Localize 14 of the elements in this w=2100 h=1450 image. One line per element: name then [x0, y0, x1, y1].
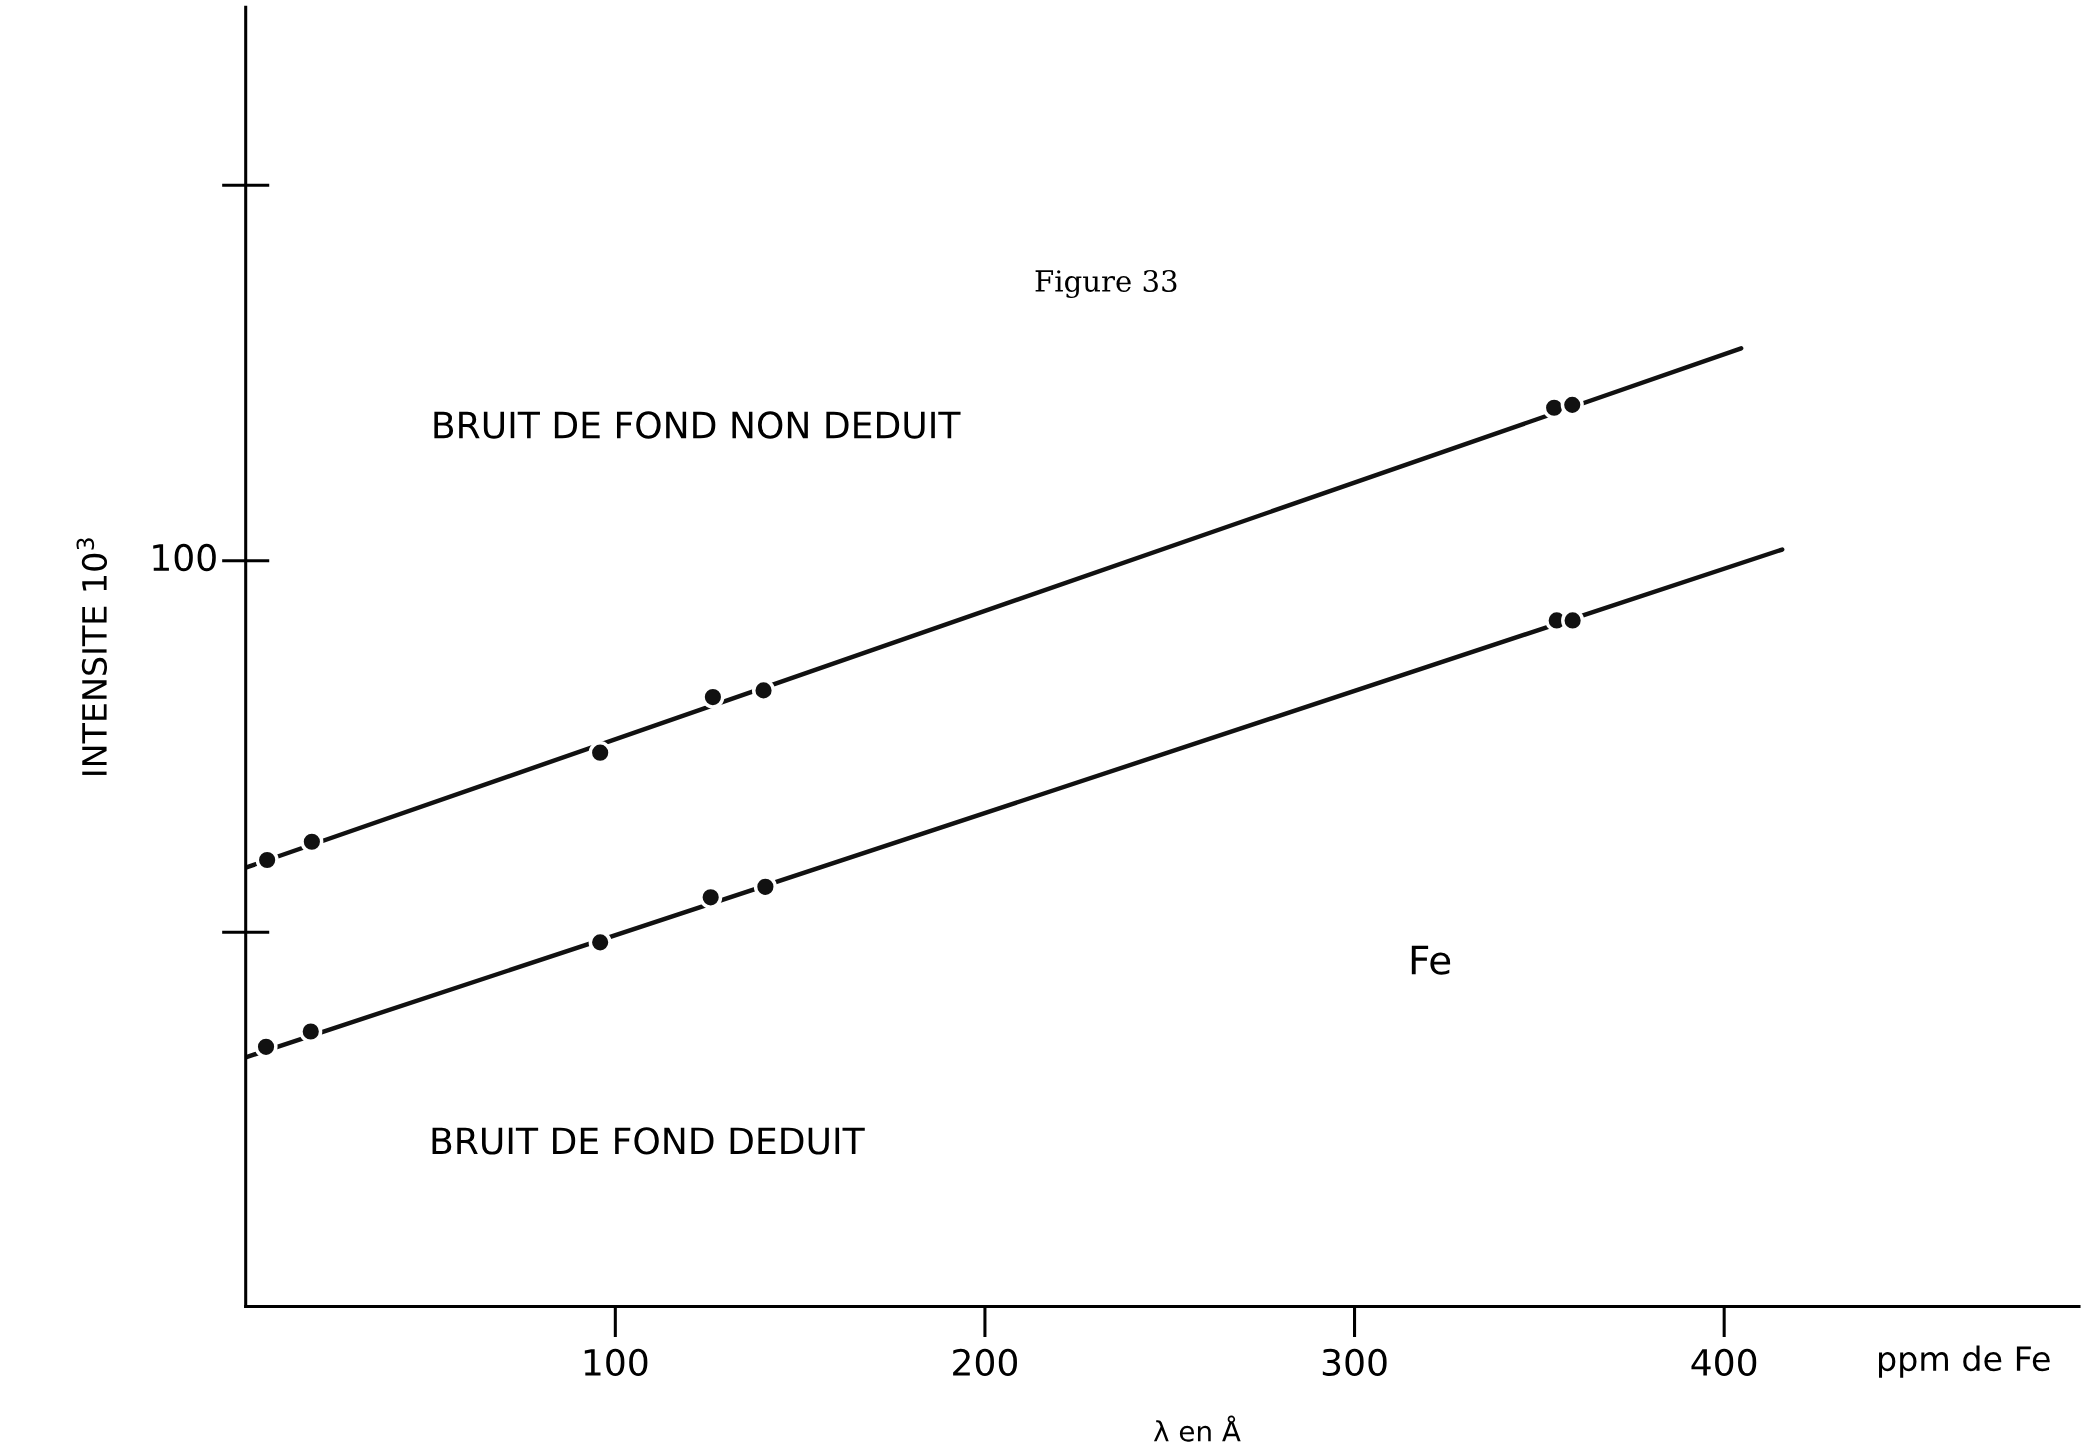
- annotation: BRUIT DE FOND NON DEDUIT: [434, 411, 961, 439]
- y-axis-title: INTENSITE 10$^{3}$: [76, 538, 108, 775]
- point: [254, 1035, 278, 1059]
- annotation: Fe: [1411, 945, 1451, 975]
- point: [1542, 396, 1566, 420]
- x-tick-label: 400: [1691, 1348, 1757, 1377]
- caption: Figure 33: [1035, 269, 1177, 299]
- x-tick-label: 100: [584, 1348, 648, 1377]
- x-axis-title: ppm de Fe: [1879, 1345, 2050, 1378]
- annotation: BRUIT DE FOND DEDUIT: [432, 1127, 865, 1155]
- x-tick-label: 200: [953, 1348, 1017, 1377]
- text: λ en Å: [1153, 1415, 1241, 1442]
- text: 100: [153, 543, 216, 572]
- x-tick-label: 300: [1322, 1348, 1387, 1377]
